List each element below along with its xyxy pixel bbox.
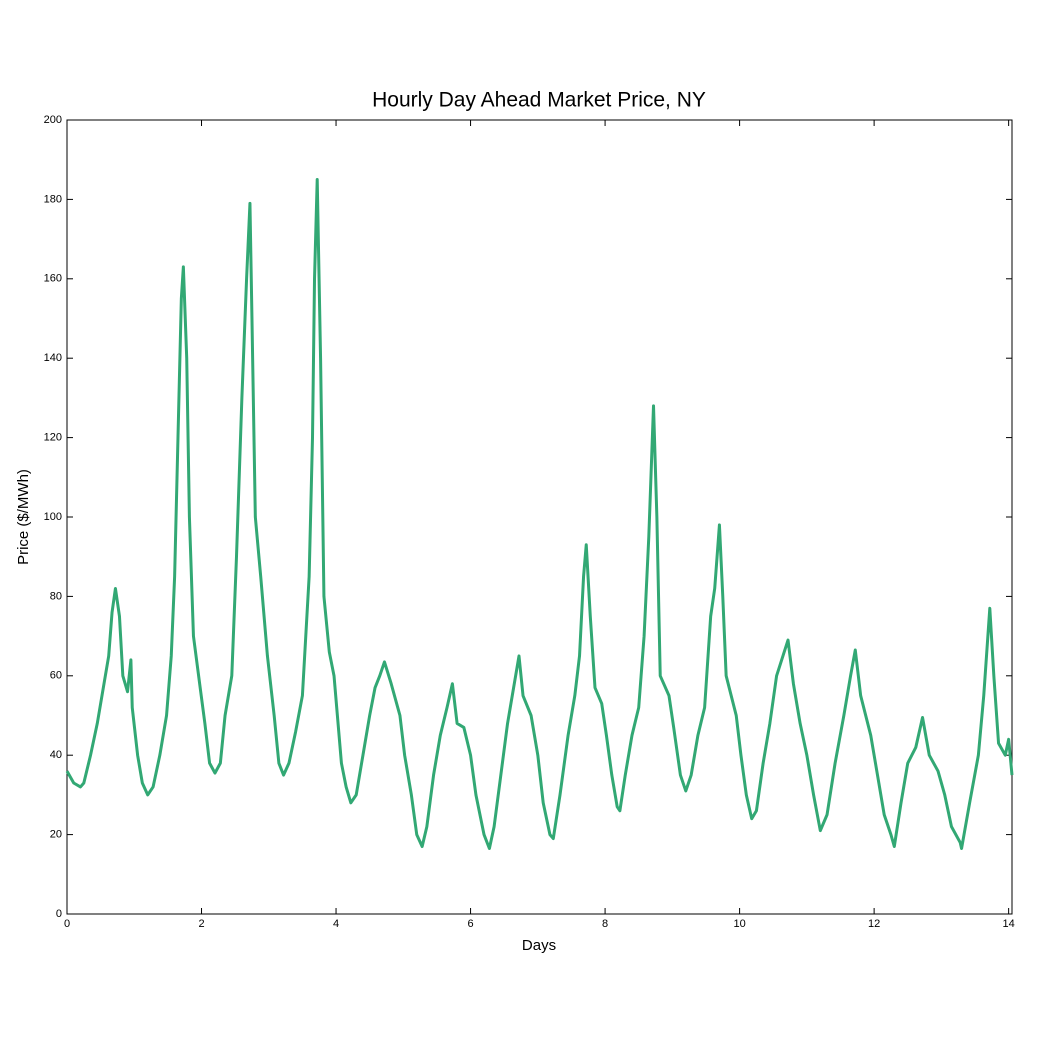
x-tick-label: 4 <box>333 918 339 930</box>
x-tick-label: 6 <box>467 918 473 930</box>
x-tick-label: 0 <box>64 918 70 930</box>
price-line <box>65 178 1014 850</box>
y-tick-label: 60 <box>50 670 62 682</box>
y-tick-label: 200 <box>44 114 62 126</box>
x-tick-label: 2 <box>198 918 204 930</box>
chart-title: Hourly Day Ahead Market Price, NY <box>372 89 706 112</box>
y-tick-label: 180 <box>44 193 62 205</box>
x-tick-label: 12 <box>868 918 880 930</box>
y-axis-label: Price ($/MWh) <box>15 469 32 565</box>
y-tick-label: 0 <box>56 908 62 920</box>
y-tick-label: 140 <box>44 352 62 364</box>
y-tick-label: 20 <box>50 829 62 841</box>
y-tick-label: 100 <box>44 511 62 523</box>
x-tick-label: 14 <box>1003 918 1015 930</box>
y-tick-label: 80 <box>50 590 62 602</box>
x-axis-label: Days <box>522 937 556 954</box>
x-tick-label: 10 <box>733 918 745 930</box>
y-tick-label: 160 <box>44 273 62 285</box>
plot-frame <box>66 119 1013 915</box>
x-tick-label: 8 <box>602 918 608 930</box>
y-tick-label: 40 <box>50 749 62 761</box>
y-tick-label: 120 <box>44 432 62 444</box>
